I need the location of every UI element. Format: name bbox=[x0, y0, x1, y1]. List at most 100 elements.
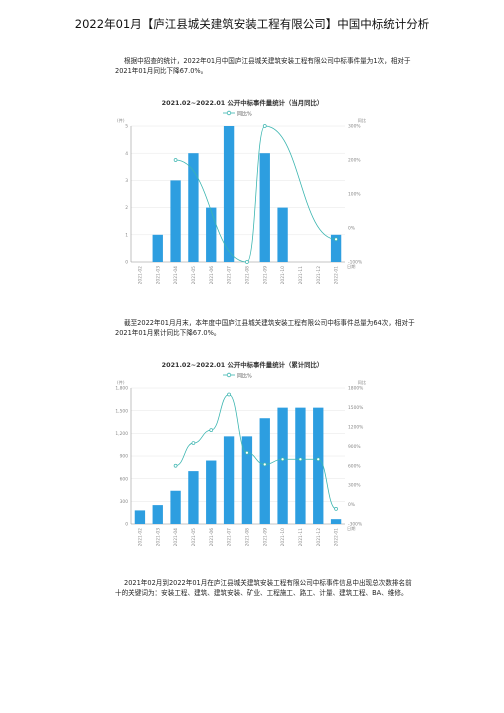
line-point bbox=[280, 457, 285, 462]
bar bbox=[206, 207, 217, 262]
bar bbox=[188, 153, 199, 262]
x-tick-label: 2021-06 bbox=[209, 528, 215, 547]
y-tick-label: 600 bbox=[120, 476, 129, 482]
y-axis-unit: (件) bbox=[117, 117, 125, 124]
line-point bbox=[245, 260, 249, 264]
bar bbox=[259, 153, 270, 262]
paragraph-cumulative: 截至2022年01月月末，本年度中国庐江县城关建筑安装工程有限公司中标事件总量为… bbox=[115, 319, 415, 337]
line-point bbox=[245, 450, 249, 455]
y2-tick-label: -300% bbox=[348, 522, 362, 528]
chart-title: 2021.02~2022.01 公开中标事件量统计（当月同比） bbox=[162, 98, 324, 107]
bar bbox=[170, 180, 181, 262]
x-tick-label: 2022-01 bbox=[334, 528, 340, 547]
bar bbox=[170, 490, 181, 524]
x-tick-label: 2021-08 bbox=[244, 266, 250, 285]
bar bbox=[152, 234, 163, 262]
x-tick-label: 2021-09 bbox=[262, 528, 268, 547]
x-tick-label: 2021-02 bbox=[137, 528, 143, 547]
y2-tick-label: 1800% bbox=[348, 386, 363, 392]
x-axis-unit: 日期 bbox=[347, 264, 355, 270]
legend-marker-icon bbox=[226, 110, 232, 116]
paragraph-keywords: 2021年02月到2022年01月在庐江县城关建筑安装工程有限公司中标事件信息中… bbox=[115, 579, 412, 597]
y-tick-label: 1,500 bbox=[115, 408, 128, 414]
x-tick-label: 2021-04 bbox=[173, 528, 179, 547]
bar bbox=[295, 407, 306, 524]
chart-cumulative-svg: 2021.02~2022.01 公开中标事件量统计（累计同比） 同比% (件) 同比 0… bbox=[115, 360, 366, 547]
line-point bbox=[262, 124, 267, 128]
chart-cumulative: 2021.02~2022.01 公开中标事件量统计（累计同比） 同比% (件) 同比 0… bbox=[115, 358, 370, 558]
y-tick-label: 4 bbox=[125, 151, 128, 157]
y2-tick-label: 600% bbox=[348, 463, 361, 469]
paragraph-monthly: 根据中招查的统计，2022年01月中国庐江县城关建筑安装工程有限公司中标事件量为… bbox=[115, 57, 411, 75]
y-tick-label: 1 bbox=[125, 232, 128, 238]
y2-tick-label: 900% bbox=[348, 444, 361, 450]
line-point bbox=[191, 441, 196, 445]
y-tick-label: 5 bbox=[125, 124, 128, 130]
line-point bbox=[334, 507, 338, 511]
y2-tick-label: 100% bbox=[348, 192, 361, 198]
bar bbox=[152, 505, 163, 524]
bar bbox=[188, 471, 199, 524]
x-tick-label: 2021-08 bbox=[244, 528, 250, 547]
y2-axis-unit: 同比 bbox=[358, 379, 366, 386]
series-line bbox=[175, 394, 337, 510]
bar bbox=[330, 519, 342, 524]
bar bbox=[277, 207, 288, 262]
x-tick-label: 2021-03 bbox=[155, 528, 161, 547]
bar bbox=[241, 436, 253, 524]
bar bbox=[277, 407, 288, 524]
line-point bbox=[316, 457, 321, 462]
bar bbox=[259, 418, 270, 524]
x-tick-label: 2021-11 bbox=[298, 266, 304, 285]
y2-tick-label: 0% bbox=[348, 226, 355, 232]
x-tick-label: 2021-02 bbox=[137, 266, 143, 285]
bar bbox=[223, 436, 235, 524]
line-point bbox=[262, 462, 267, 467]
x-tick-label: 2021-10 bbox=[280, 528, 286, 547]
y-tick-label: 0 bbox=[125, 522, 128, 528]
y-tick-label: 900 bbox=[120, 454, 129, 460]
x-tick-label: 2021-07 bbox=[227, 266, 233, 285]
line-point bbox=[227, 392, 231, 397]
line-point bbox=[298, 457, 303, 462]
line-point bbox=[173, 158, 178, 162]
y-tick-label: 1,800 bbox=[115, 386, 128, 392]
x-tick-label: 2022-01 bbox=[334, 266, 340, 285]
x-tick-label: 2021-06 bbox=[209, 266, 215, 285]
bar bbox=[134, 510, 146, 524]
y2-tick-label: -100% bbox=[348, 260, 362, 266]
x-tick-label: 2021-10 bbox=[280, 266, 286, 285]
bar bbox=[206, 460, 217, 524]
legend-label: 同比% bbox=[237, 373, 252, 380]
y-tick-label: 2 bbox=[125, 205, 128, 211]
y-tick-label: 0 bbox=[125, 260, 128, 266]
y2-tick-label: 300% bbox=[348, 124, 361, 130]
bar bbox=[330, 234, 342, 262]
y2-tick-label: 200% bbox=[348, 158, 361, 164]
y2-tick-label: 300% bbox=[348, 483, 361, 489]
line-point bbox=[173, 463, 178, 468]
chart-title: 2021.02~2022.01 公开中标事件量统计（累计同比） bbox=[162, 360, 324, 369]
y2-tick-label: 1500% bbox=[348, 405, 363, 411]
y2-tick-label: 1200% bbox=[348, 424, 363, 430]
y2-axis-unit: 同比 bbox=[358, 117, 366, 124]
page-title: 2022年01月【庐江县城关建筑安装工程有限公司】中国中标统计分析 bbox=[74, 17, 430, 31]
series-line bbox=[175, 125, 337, 263]
line-point bbox=[334, 237, 338, 242]
y-axis-unit: (件) bbox=[117, 379, 125, 386]
legend-marker-icon bbox=[226, 372, 232, 378]
x-tick-label: 2021-12 bbox=[316, 266, 322, 285]
x-tick-label: 2021-12 bbox=[316, 528, 322, 547]
bar bbox=[313, 407, 324, 524]
x-tick-label: 2021-05 bbox=[191, 528, 197, 547]
chart-monthly: 2021.02~2022.01 公开中标事件量统计（当月同比） 同比% (件) 同比 0… bbox=[115, 96, 370, 296]
y-tick-label: 1,200 bbox=[115, 431, 128, 437]
y2-tick-label: 0% bbox=[348, 502, 355, 508]
y-tick-label: 3 bbox=[125, 178, 128, 184]
y-tick-label: 300 bbox=[120, 499, 129, 505]
bar bbox=[223, 126, 235, 262]
legend-label: 同比% bbox=[237, 111, 252, 118]
x-tick-label: 2021-07 bbox=[227, 528, 233, 547]
x-tick-label: 2021-05 bbox=[191, 266, 197, 285]
x-tick-label: 2021-04 bbox=[173, 266, 179, 285]
